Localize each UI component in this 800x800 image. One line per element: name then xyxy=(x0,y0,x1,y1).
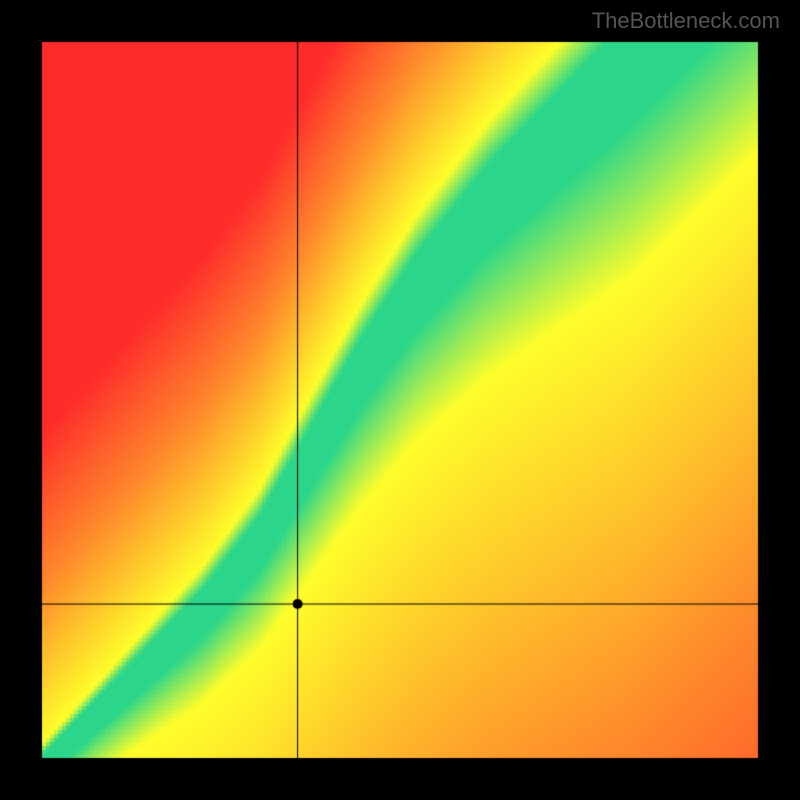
watermark-text: TheBottleneck.com xyxy=(592,8,780,34)
bottleneck-heatmap xyxy=(0,0,800,800)
chart-container: TheBottleneck.com xyxy=(0,0,800,800)
